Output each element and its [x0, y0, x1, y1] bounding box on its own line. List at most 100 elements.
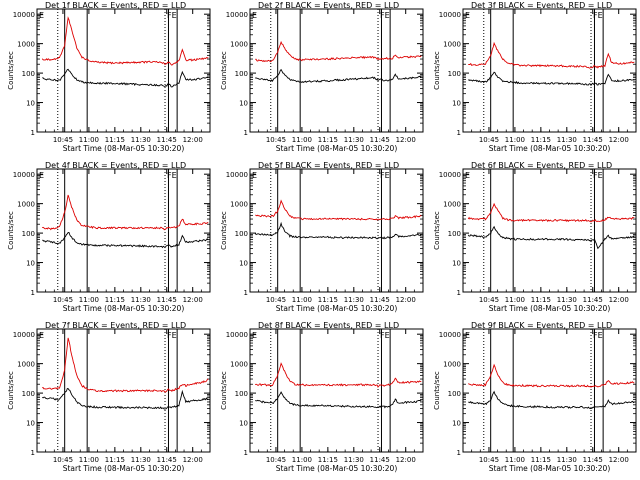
y-tick-label: 100 [235, 70, 248, 78]
events-series-line [467, 225, 635, 250]
lld-series-line [255, 199, 422, 221]
x-tick-label: 11:00 [505, 296, 525, 304]
x-tick-label: 10:45 [266, 136, 286, 144]
x-tick-label: 11:45 [157, 296, 177, 304]
x-tick-label: 12:00 [183, 456, 203, 464]
y-tick-label: 1000 [443, 41, 461, 49]
panel-title: Det 9f BLACK = Events, RED = LLD [471, 321, 612, 330]
x-tick-label: 12:00 [396, 456, 416, 464]
y-tick-label: 1 [457, 129, 461, 137]
y-tick-label: 10 [452, 420, 461, 428]
x-tick-label: 11:45 [583, 456, 603, 464]
panel-title: Det 6f BLACK = Events, RED = LLD [471, 161, 612, 170]
x-tick-label: 12:00 [609, 136, 629, 144]
lld-series-line [42, 337, 209, 393]
x-tick-label: 12:00 [396, 296, 416, 304]
plot-frame [462, 328, 637, 453]
y-tick-label: 10 [239, 420, 248, 428]
corner-label-left: E [252, 11, 257, 20]
y-tick-label: 10000 [439, 11, 461, 19]
x-tick-label: 11:15 [105, 456, 125, 464]
x-tick-label: 10:45 [479, 136, 499, 144]
y-axis-label: Counts/sec [433, 51, 441, 90]
y-axis-label: Counts/sec [433, 211, 441, 250]
y-tick-label: 10 [26, 100, 35, 108]
y-tick-label: 10 [26, 420, 35, 428]
x-tick-label: 11:45 [157, 456, 177, 464]
x-tick-label: 10:45 [53, 456, 73, 464]
y-tick-label: 100 [448, 70, 461, 78]
x-tick-label: 11:00 [505, 136, 525, 144]
events-series-line [42, 68, 209, 88]
x-axis-label: Start Time (08-Mar-05 10:30:20) [489, 144, 611, 153]
y-tick-label: 10 [239, 100, 248, 108]
x-tick-label: 11:00 [292, 456, 312, 464]
y-tick-label: 100 [22, 390, 35, 398]
x-tick-label: 11:00 [505, 456, 525, 464]
events-series-line [254, 221, 422, 240]
plot-frame [249, 8, 424, 133]
plot-frame [36, 168, 211, 293]
x-axis-label: Start Time (08-Mar-05 10:30:20) [489, 464, 611, 473]
y-tick-label: 10000 [13, 11, 35, 19]
y-tick-label: 100 [235, 230, 248, 238]
y-tick-label: 100 [448, 390, 461, 398]
x-tick-label: 11:15 [105, 136, 125, 144]
panel-title: Det 2f BLACK = Events, RED = LLD [258, 1, 399, 10]
plot-frame [249, 168, 424, 293]
x-tick-label: 11:00 [79, 296, 99, 304]
y-tick-label: 10000 [226, 11, 248, 19]
x-tick-label: 12:00 [396, 136, 416, 144]
corner-label-left: E [465, 171, 470, 180]
corner-label-left: E [252, 171, 257, 180]
y-tick-label: 100 [22, 70, 35, 78]
y-axis-label: Counts/sec [7, 211, 15, 250]
x-tick-label: 11:00 [79, 136, 99, 144]
panel-9: Det 9f BLACK = Events, RED = LLD 1 10 100 10… [433, 321, 637, 473]
lld-series-line [467, 363, 635, 388]
y-tick-label: 10 [26, 260, 35, 268]
x-tick-label: 11:45 [157, 136, 177, 144]
x-tick-label: 11:30 [557, 136, 577, 144]
events-series-line [42, 232, 209, 249]
x-tick-label: 11:15 [531, 456, 551, 464]
y-tick-label: 10000 [439, 171, 461, 179]
y-tick-label: 1 [244, 129, 248, 137]
y-tick-label: 1 [244, 289, 248, 297]
lld-series-line [255, 40, 422, 63]
x-tick-label: 11:15 [105, 296, 125, 304]
panel-title: Det 1f BLACK = Events, RED = LLD [45, 1, 186, 10]
corner-label-right: FE [380, 11, 390, 20]
x-tick-label: 11:00 [79, 456, 99, 464]
lld-series-line [41, 16, 209, 66]
events-series-line [468, 71, 635, 87]
y-tick-label: 1000 [230, 41, 248, 49]
x-tick-label: 11:45 [583, 136, 603, 144]
panel-7: Det 7f BLACK = Events, RED = LLD 1 10 100 10… [7, 321, 211, 473]
x-axis-label: Start Time (08-Mar-05 10:30:20) [63, 304, 185, 313]
corner-label-right: FE [167, 331, 177, 340]
y-tick-label: 10000 [226, 171, 248, 179]
y-axis-label: Counts/sec [220, 211, 228, 250]
x-tick-label: 11:45 [583, 296, 603, 304]
x-tick-label: 12:00 [609, 456, 629, 464]
lld-series-line [42, 194, 209, 231]
x-tick-label: 12:00 [183, 296, 203, 304]
panel-title: Det 4f BLACK = Events, RED = LLD [45, 161, 186, 170]
y-tick-label: 1000 [17, 361, 35, 369]
y-tick-label: 1 [457, 449, 461, 457]
x-tick-label: 11:30 [344, 456, 364, 464]
corner-label-right: FE [380, 331, 390, 340]
x-tick-label: 11:15 [318, 136, 338, 144]
y-tick-label: 10 [452, 100, 461, 108]
corner-label-left: E [252, 331, 257, 340]
lld-series-line [254, 362, 422, 388]
y-tick-label: 10000 [13, 331, 35, 339]
corner-label-right: FE [167, 171, 177, 180]
lld-series-line [468, 41, 635, 69]
x-axis-label: Start Time (08-Mar-05 10:30:20) [276, 144, 398, 153]
events-series-line [255, 68, 422, 84]
x-tick-label: 11:45 [370, 456, 390, 464]
x-tick-label: 11:45 [370, 296, 390, 304]
